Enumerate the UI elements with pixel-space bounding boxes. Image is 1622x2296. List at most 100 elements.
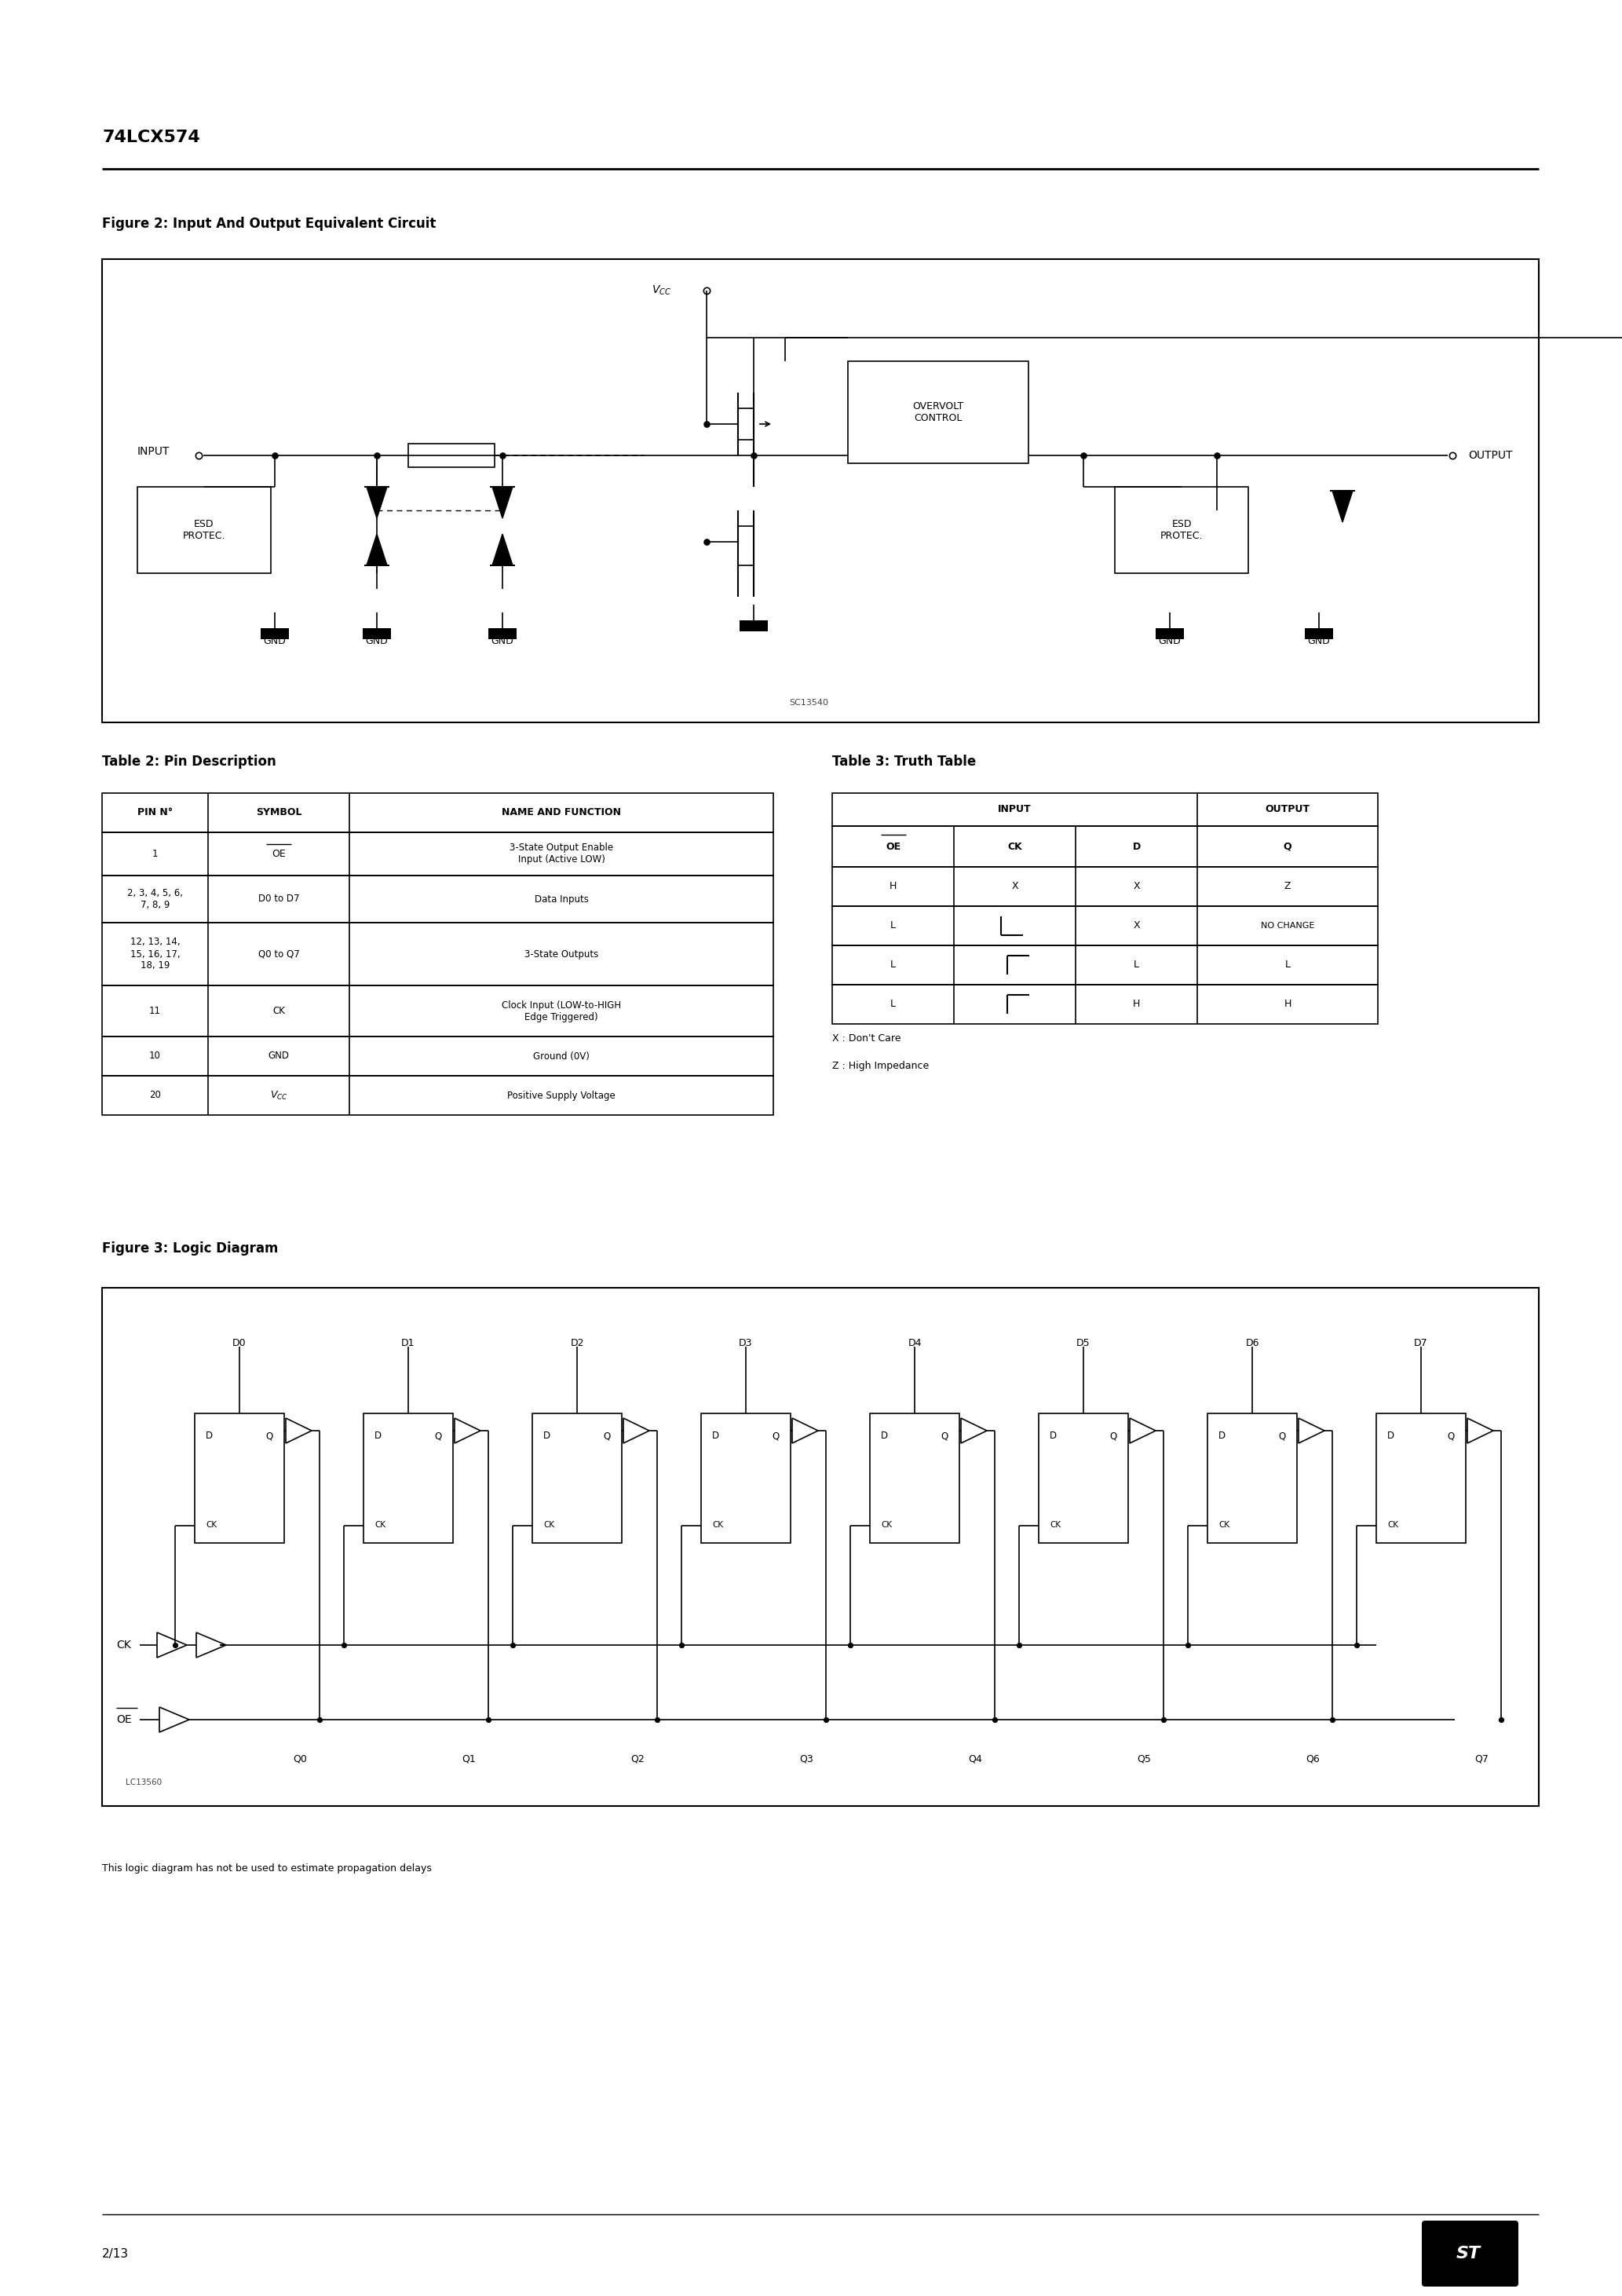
Bar [102,1035,774,1077]
Text: L: L [890,921,895,930]
Bar [102,985,774,1035]
Polygon shape [491,535,513,565]
Text: 12, 13, 14,
15, 16, 17,
18, 19: 12, 13, 14, 15, 16, 17, 18, 19 [130,937,180,971]
Text: CK: CK [117,1639,131,1651]
Text: H: H [1132,999,1140,1010]
Bar [832,827,1377,868]
Text: Z : High Impedance: Z : High Impedance [832,1061,929,1070]
Text: $V_{CC}$: $V_{CC}$ [652,285,672,296]
Text: 3-State Output Enable
Input (Active LOW): 3-State Output Enable Input (Active LOW) [509,843,613,866]
Bar [1375,1414,1466,1543]
Text: H: H [1285,999,1291,1010]
Text: Q6: Q6 [1306,1754,1320,1763]
Text: PIN N°: PIN N° [138,808,174,817]
Text: OE: OE [272,850,285,859]
Bar [1038,1414,1129,1543]
Text: Q: Q [435,1430,443,1442]
Text: ST: ST [1457,2245,1481,2262]
Text: Q: Q [941,1430,949,1442]
Text: Q: Q [1447,1430,1455,1442]
Text: CK: CK [712,1520,723,1529]
Text: Q2: Q2 [631,1754,644,1763]
Text: D0: D0 [232,1339,247,1348]
Text: Table 2: Pin Description: Table 2: Pin Description [102,755,276,769]
Text: OE: OE [117,1715,131,1724]
Text: Q: Q [266,1430,272,1442]
Text: ESD
PROTEC.: ESD PROTEC. [1160,519,1204,542]
Bar [102,833,774,875]
Text: CK: CK [543,1520,555,1529]
Bar [1114,487,1249,574]
Text: X: X [1134,921,1140,930]
Bar [102,259,1539,723]
Text: L: L [1285,960,1289,971]
Text: D1: D1 [401,1339,415,1348]
Bar [102,923,774,985]
Text: D0 to D7: D0 to D7 [258,893,300,905]
Text: CK: CK [1007,840,1022,852]
Bar [740,620,767,631]
Text: LC13560: LC13560 [125,1779,162,1786]
Text: Q: Q [772,1430,780,1442]
Text: GND: GND [1158,636,1181,645]
Bar [869,1414,959,1543]
Text: OUTPUT: OUTPUT [1265,804,1311,815]
Text: Q0: Q0 [294,1754,307,1763]
Polygon shape [367,487,388,519]
Text: Positive Supply Voltage: Positive Supply Voltage [508,1091,615,1100]
Text: L: L [890,999,895,1010]
Text: CK: CK [206,1520,217,1529]
Text: Clock Input (LOW-to-HIGH
Edge Triggered): Clock Input (LOW-to-HIGH Edge Triggered) [501,1001,621,1022]
Text: Q: Q [1278,1430,1286,1442]
Text: Data Inputs: Data Inputs [534,893,589,905]
Bar [1304,629,1333,638]
Text: CK: CK [1218,1520,1229,1529]
Text: Q0 to Q7: Q0 to Q7 [258,948,300,960]
Text: D: D [375,1430,381,1442]
Text: OVERVOLT
CONTROL: OVERVOLT CONTROL [913,402,963,422]
Text: CK: CK [375,1520,386,1529]
Bar [102,792,774,833]
Bar [848,360,1028,464]
Text: Q: Q [1109,1430,1118,1442]
Text: D: D [1387,1430,1395,1442]
Text: Q: Q [603,1430,611,1442]
Text: GND: GND [365,636,388,645]
Bar [102,1288,1539,1807]
Bar [488,629,516,638]
Text: Table 3: Truth Table: Table 3: Truth Table [832,755,976,769]
Text: SC13540: SC13540 [788,698,829,707]
Bar [409,443,495,466]
Bar [832,985,1377,1024]
Text: GND: GND [1307,636,1330,645]
Text: GND: GND [268,1052,289,1061]
Text: Q7: Q7 [1474,1754,1489,1763]
Text: CK: CK [272,1006,285,1017]
Polygon shape [367,535,388,565]
Text: D4: D4 [908,1339,921,1348]
Text: OUTPUT: OUTPUT [1468,450,1512,461]
Text: D: D [206,1430,212,1442]
Text: X: X [1134,882,1140,891]
Bar [1207,1414,1298,1543]
Polygon shape [491,487,513,519]
Text: X : Don't Care: X : Don't Care [832,1033,900,1045]
Bar [832,907,1377,946]
Text: H: H [889,882,897,891]
Text: GND: GND [491,636,514,645]
Text: 2, 3, 4, 5, 6,
7, 8, 9: 2, 3, 4, 5, 6, 7, 8, 9 [127,889,183,909]
Text: Q1: Q1 [462,1754,475,1763]
Bar [102,875,774,923]
Bar [832,946,1377,985]
Text: OE: OE [886,840,900,852]
Text: Q: Q [1283,840,1291,852]
Bar [261,629,289,638]
Text: Q5: Q5 [1137,1754,1152,1763]
Text: D: D [881,1430,887,1442]
Text: D3: D3 [740,1339,753,1348]
Bar [363,1414,453,1543]
Bar [102,1077,774,1116]
Text: D: D [1218,1430,1226,1442]
Text: CK: CK [1387,1520,1398,1529]
Bar [1155,629,1184,638]
